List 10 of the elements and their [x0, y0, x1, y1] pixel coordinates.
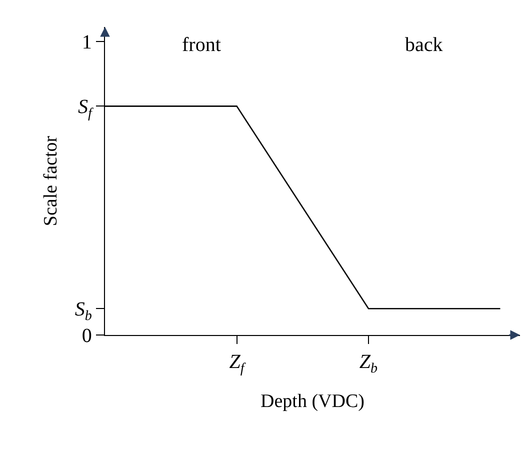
annotation: front	[182, 34, 222, 56]
y-tick-label: S$_{b}$	[74, 298, 92, 324]
y-tick-label: S$_{f}$	[78, 96, 94, 122]
y-axis-title: Scale factor	[40, 135, 62, 226]
x-tick-label: Z$_{b}$	[359, 351, 378, 376]
y-tick-label: 1	[82, 32, 92, 54]
y-tick-label: 0	[82, 325, 92, 347]
x-axis-title: Depth (VDC)	[260, 391, 364, 412]
annotation: back	[405, 34, 443, 56]
x-tick-label: Z$_{f}$	[229, 351, 246, 376]
